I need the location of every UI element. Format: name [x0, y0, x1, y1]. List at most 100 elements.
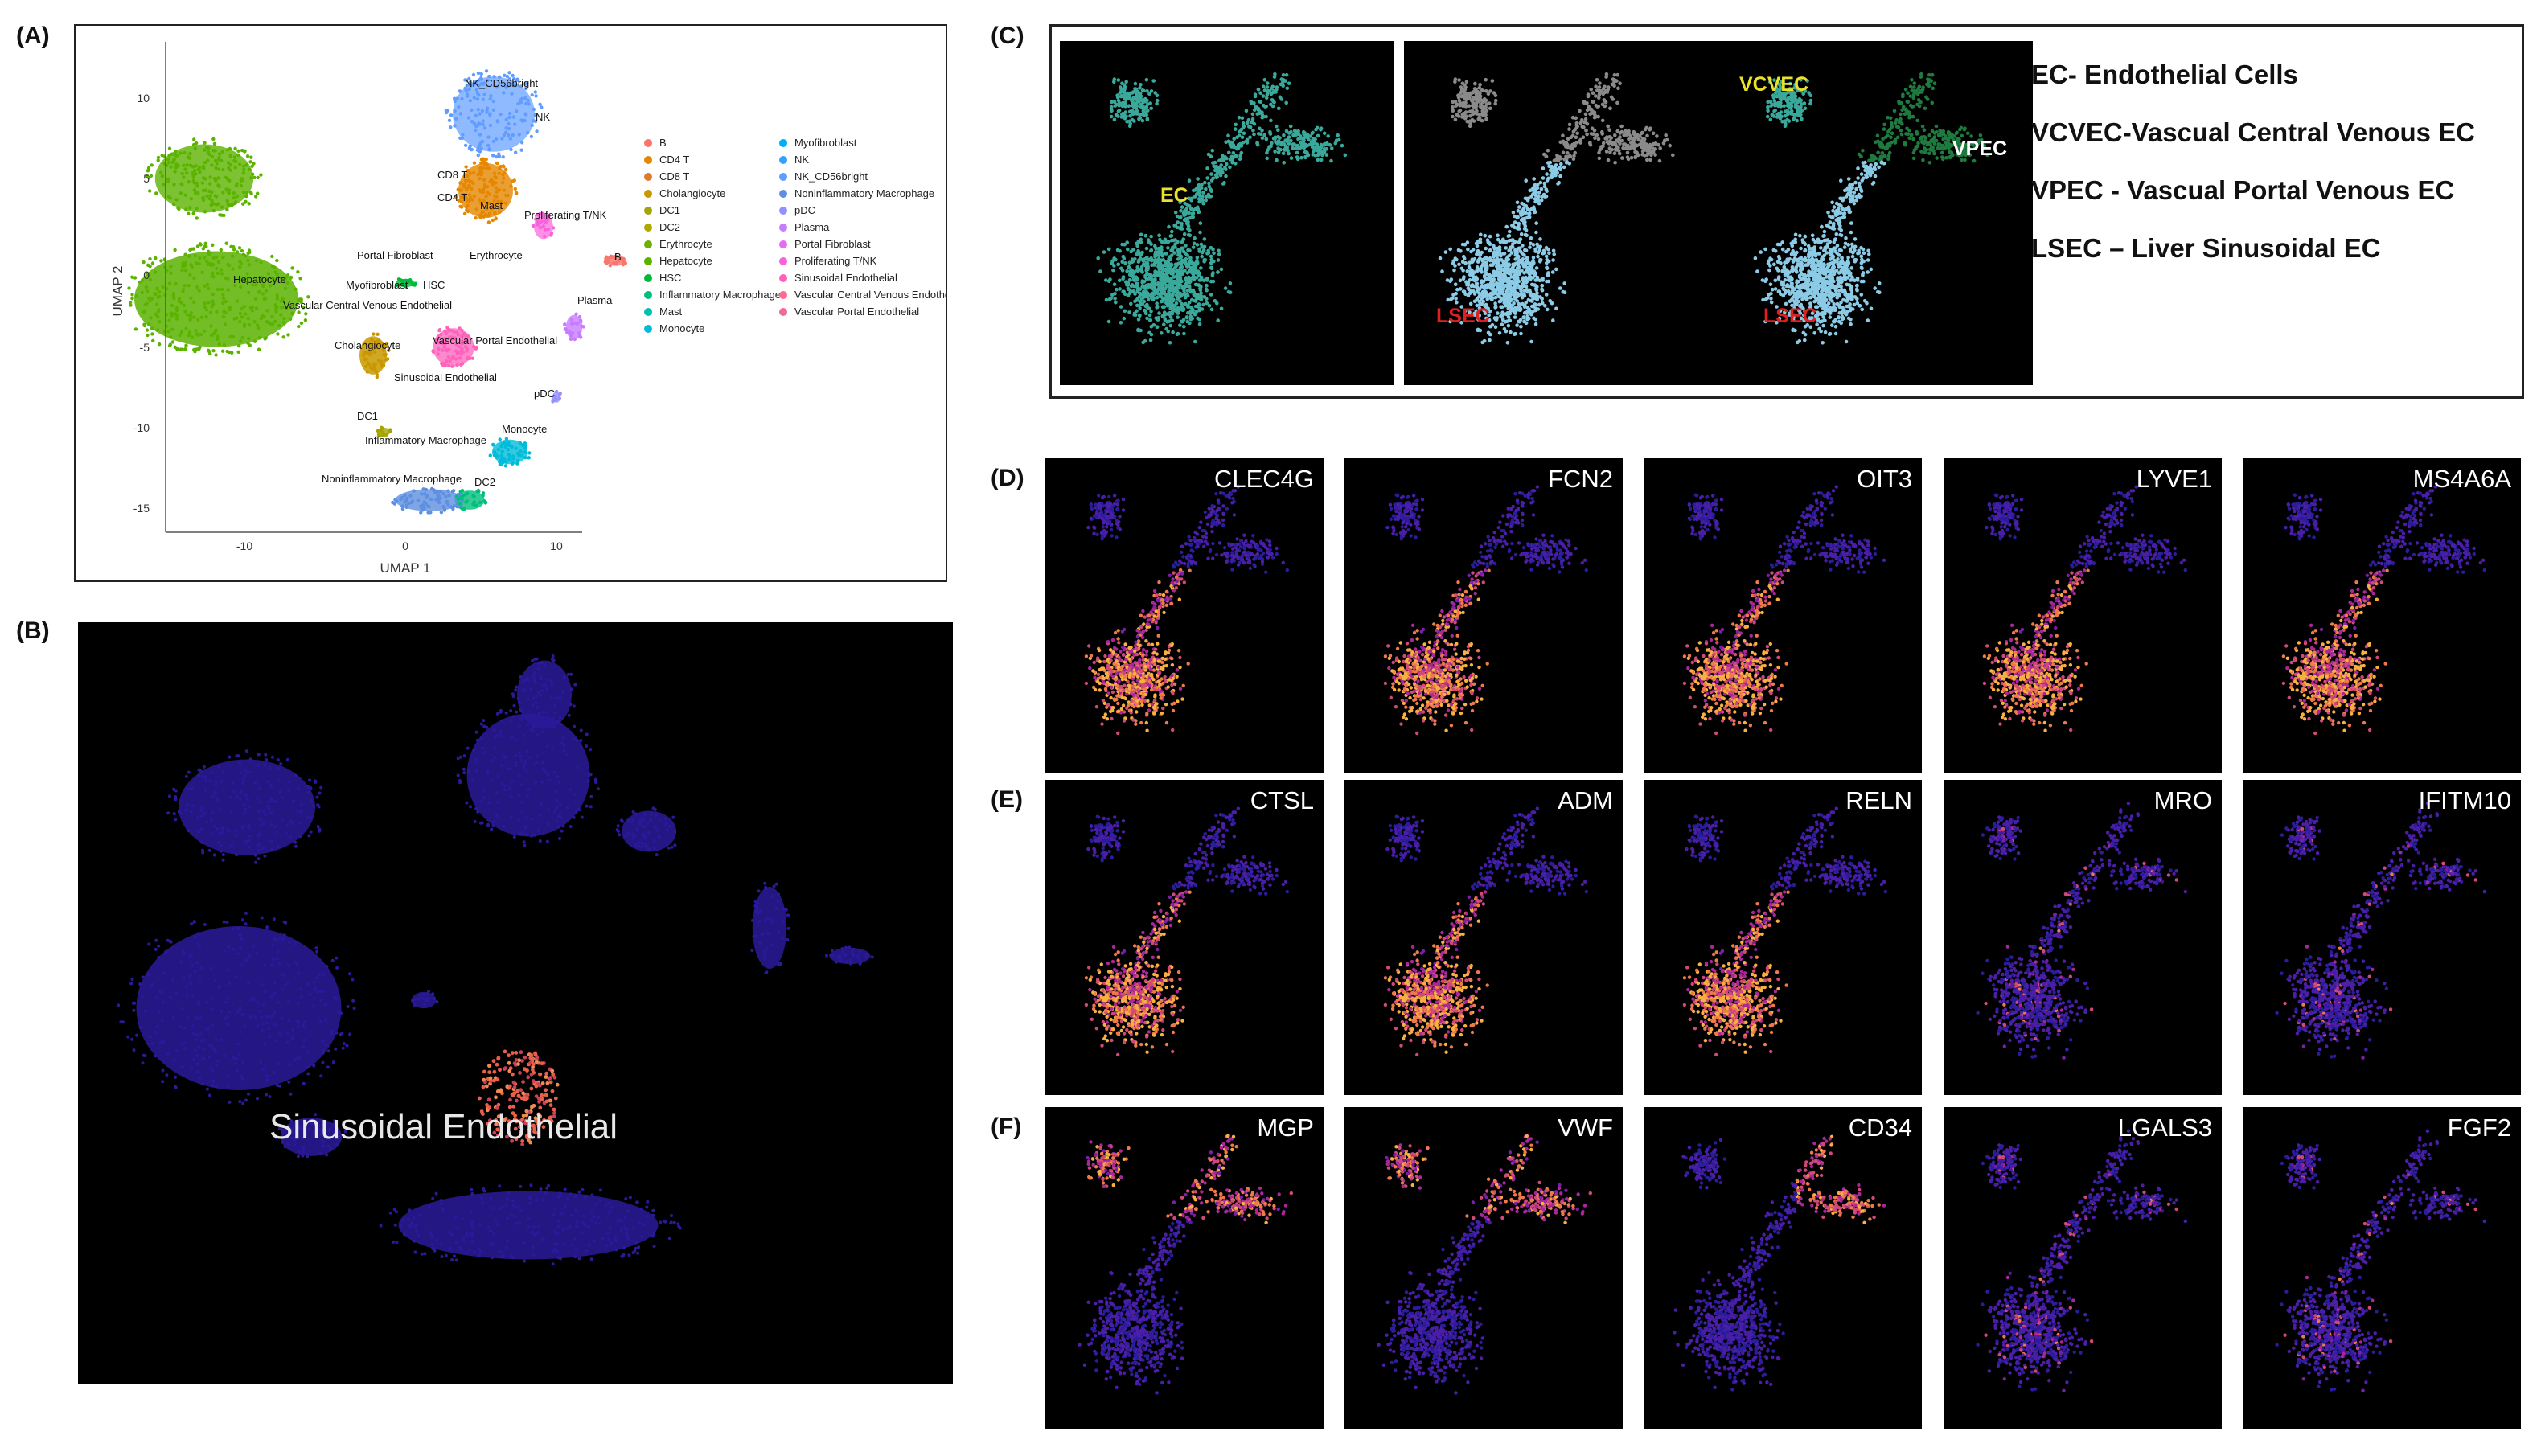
cluster-blob — [453, 76, 535, 152]
legend-label: Mast — [659, 306, 683, 318]
cluster-label: Plasma — [577, 294, 613, 306]
legend-label: Monocyte — [659, 322, 704, 334]
gene-name: CTSL — [1250, 786, 1314, 815]
gene-tile-f: VWF — [1344, 1107, 1623, 1429]
gene-name: FCN2 — [1548, 465, 1613, 494]
legend-swatch — [644, 207, 652, 215]
legend-swatch — [779, 224, 787, 232]
legend-swatch — [644, 257, 652, 265]
gene-tile-d: FCN2 — [1344, 458, 1623, 773]
cluster-label: Hepatocyte — [233, 273, 286, 285]
gene-umap — [1383, 806, 1588, 1057]
legend-label: Cholangiocyte — [659, 187, 725, 199]
y-tick: -15 — [133, 502, 150, 515]
y-tick: -10 — [133, 421, 150, 434]
panel-label-a: (A) — [16, 23, 50, 50]
legend-label: DC1 — [659, 204, 680, 216]
gene-tile-d: CLEC4G — [1045, 458, 1324, 773]
y-tick: 5 — [143, 172, 150, 185]
legend-swatch — [779, 139, 787, 147]
legend-label: Noninflammatory Macrophage — [794, 187, 934, 199]
legend-label: Vascular Portal Endothelial — [794, 306, 919, 318]
legend-swatch — [779, 207, 787, 215]
gene-name: LYVE1 — [2137, 465, 2212, 494]
legend-label: Myofibroblast — [794, 137, 857, 149]
gene-tile-d: OIT3 — [1644, 458, 1922, 773]
cluster-label: Portal Fibroblast — [357, 249, 433, 261]
legend-swatch — [779, 274, 787, 282]
gene-tile-f: FGF2 — [2243, 1107, 2521, 1429]
cluster-blob — [466, 713, 590, 837]
legend-label: Inflammatory Macrophage — [659, 289, 781, 301]
y-tick: 0 — [143, 269, 150, 281]
umap-cluster-plot: 10 5 0 -5 -10 -15 -10 0 10 UMAP 1 UMAP 2… — [110, 42, 946, 576]
legend-label: Plasma — [794, 221, 830, 233]
cluster-label: Monocyte — [502, 423, 547, 435]
legend-label: CD8 T — [659, 170, 689, 183]
gene-name: OIT3 — [1857, 465, 1912, 494]
cluster-label: Mast — [480, 199, 503, 211]
lsec-label: LSEC — [1436, 305, 1490, 327]
gene-tile-d: MS4A6A — [2243, 458, 2521, 773]
legend-label: Erythrocyte — [659, 238, 712, 250]
legend-swatch — [644, 291, 652, 299]
y-tick: -5 — [140, 341, 150, 354]
gene-name: LGALS3 — [2118, 1114, 2212, 1142]
legend-swatch — [644, 325, 652, 333]
gene-tile-e: ADM — [1344, 780, 1623, 1095]
gene-umap — [1982, 485, 2187, 732]
cluster-label: Sinusoidal Endothelial — [394, 371, 497, 383]
gene-umap — [1682, 806, 1887, 1057]
legend-swatch — [644, 173, 652, 181]
ec-umap: EC — [1060, 41, 1394, 385]
legend-swatch — [644, 139, 652, 147]
cluster-label: Myofibroblast — [346, 279, 408, 291]
lsec-label: LSEC — [1763, 305, 1817, 327]
legend-entry: VPEC - Vascual Portal Venous EC — [2031, 166, 2514, 224]
legend-swatch — [779, 240, 787, 248]
sinusoidal-feature-panel: Sinusoidal Endothelial — [78, 622, 953, 1384]
legend-swatch — [644, 240, 652, 248]
gene-umap — [1383, 485, 1588, 736]
gene-tile-e: MRO — [1944, 780, 2222, 1095]
gene-umap — [2275, 802, 2486, 1060]
gene-name: FGF2 — [2448, 1114, 2511, 1142]
cluster-label: pDC — [534, 388, 555, 400]
vcvec-label: VCVEC — [1739, 73, 1808, 96]
panel-label-f: (F) — [991, 1114, 1021, 1141]
legend-label: B — [659, 137, 667, 149]
cluster-label: B — [614, 251, 622, 263]
gene-name: MGP — [1257, 1114, 1314, 1142]
cluster-label: HSC — [423, 279, 445, 291]
legend-entry: LSEC – Liver Sinusoidal EC — [2031, 224, 2514, 282]
gene-umap — [2275, 1129, 2486, 1392]
panel-label-b: (B) — [16, 617, 50, 645]
cluster-label: NK_CD56bright — [465, 77, 538, 89]
legend-label: Vascular Central Venous Endothelial — [794, 289, 946, 301]
legend-label: Portal Fibroblast — [794, 238, 871, 250]
endothelial-subtypes-panel: EC LSEC VCVEC VPEC LSEC EC- Endothelial … — [1049, 24, 2524, 399]
gene-tile-f: LGALS3 — [1944, 1107, 2222, 1429]
panel-label-e: (E) — [991, 786, 1023, 814]
cluster-label: Erythrocyte — [470, 249, 523, 261]
cluster-blob — [411, 991, 437, 1009]
legend-swatch — [644, 190, 652, 198]
gene-tile-e: IFITM10 — [2243, 780, 2521, 1095]
gene-name: MS4A6A — [2413, 465, 2511, 494]
x-tick: 0 — [402, 539, 408, 552]
cluster-blob — [398, 1191, 659, 1260]
legend-swatch — [644, 308, 652, 316]
cluster-label: Vascular Central Venous Endothelial — [283, 299, 452, 311]
sinusoidal-endothelial-label: Sinusoidal Endothelial — [269, 1107, 618, 1146]
gene-umap — [2281, 485, 2486, 736]
cluster-blob — [517, 660, 572, 729]
gene-name: IFITM10 — [2419, 786, 2511, 815]
cluster-label: DC2 — [474, 476, 495, 488]
cluster-label: Vascular Portal Endothelial — [433, 334, 557, 347]
gene-umap — [1084, 485, 1289, 736]
legend-swatch — [779, 308, 787, 316]
gene-name: CD34 — [1849, 1114, 1912, 1142]
cluster-blob — [280, 1118, 343, 1156]
gene-name: RELN — [1845, 786, 1912, 815]
cluster-blob — [395, 489, 464, 511]
